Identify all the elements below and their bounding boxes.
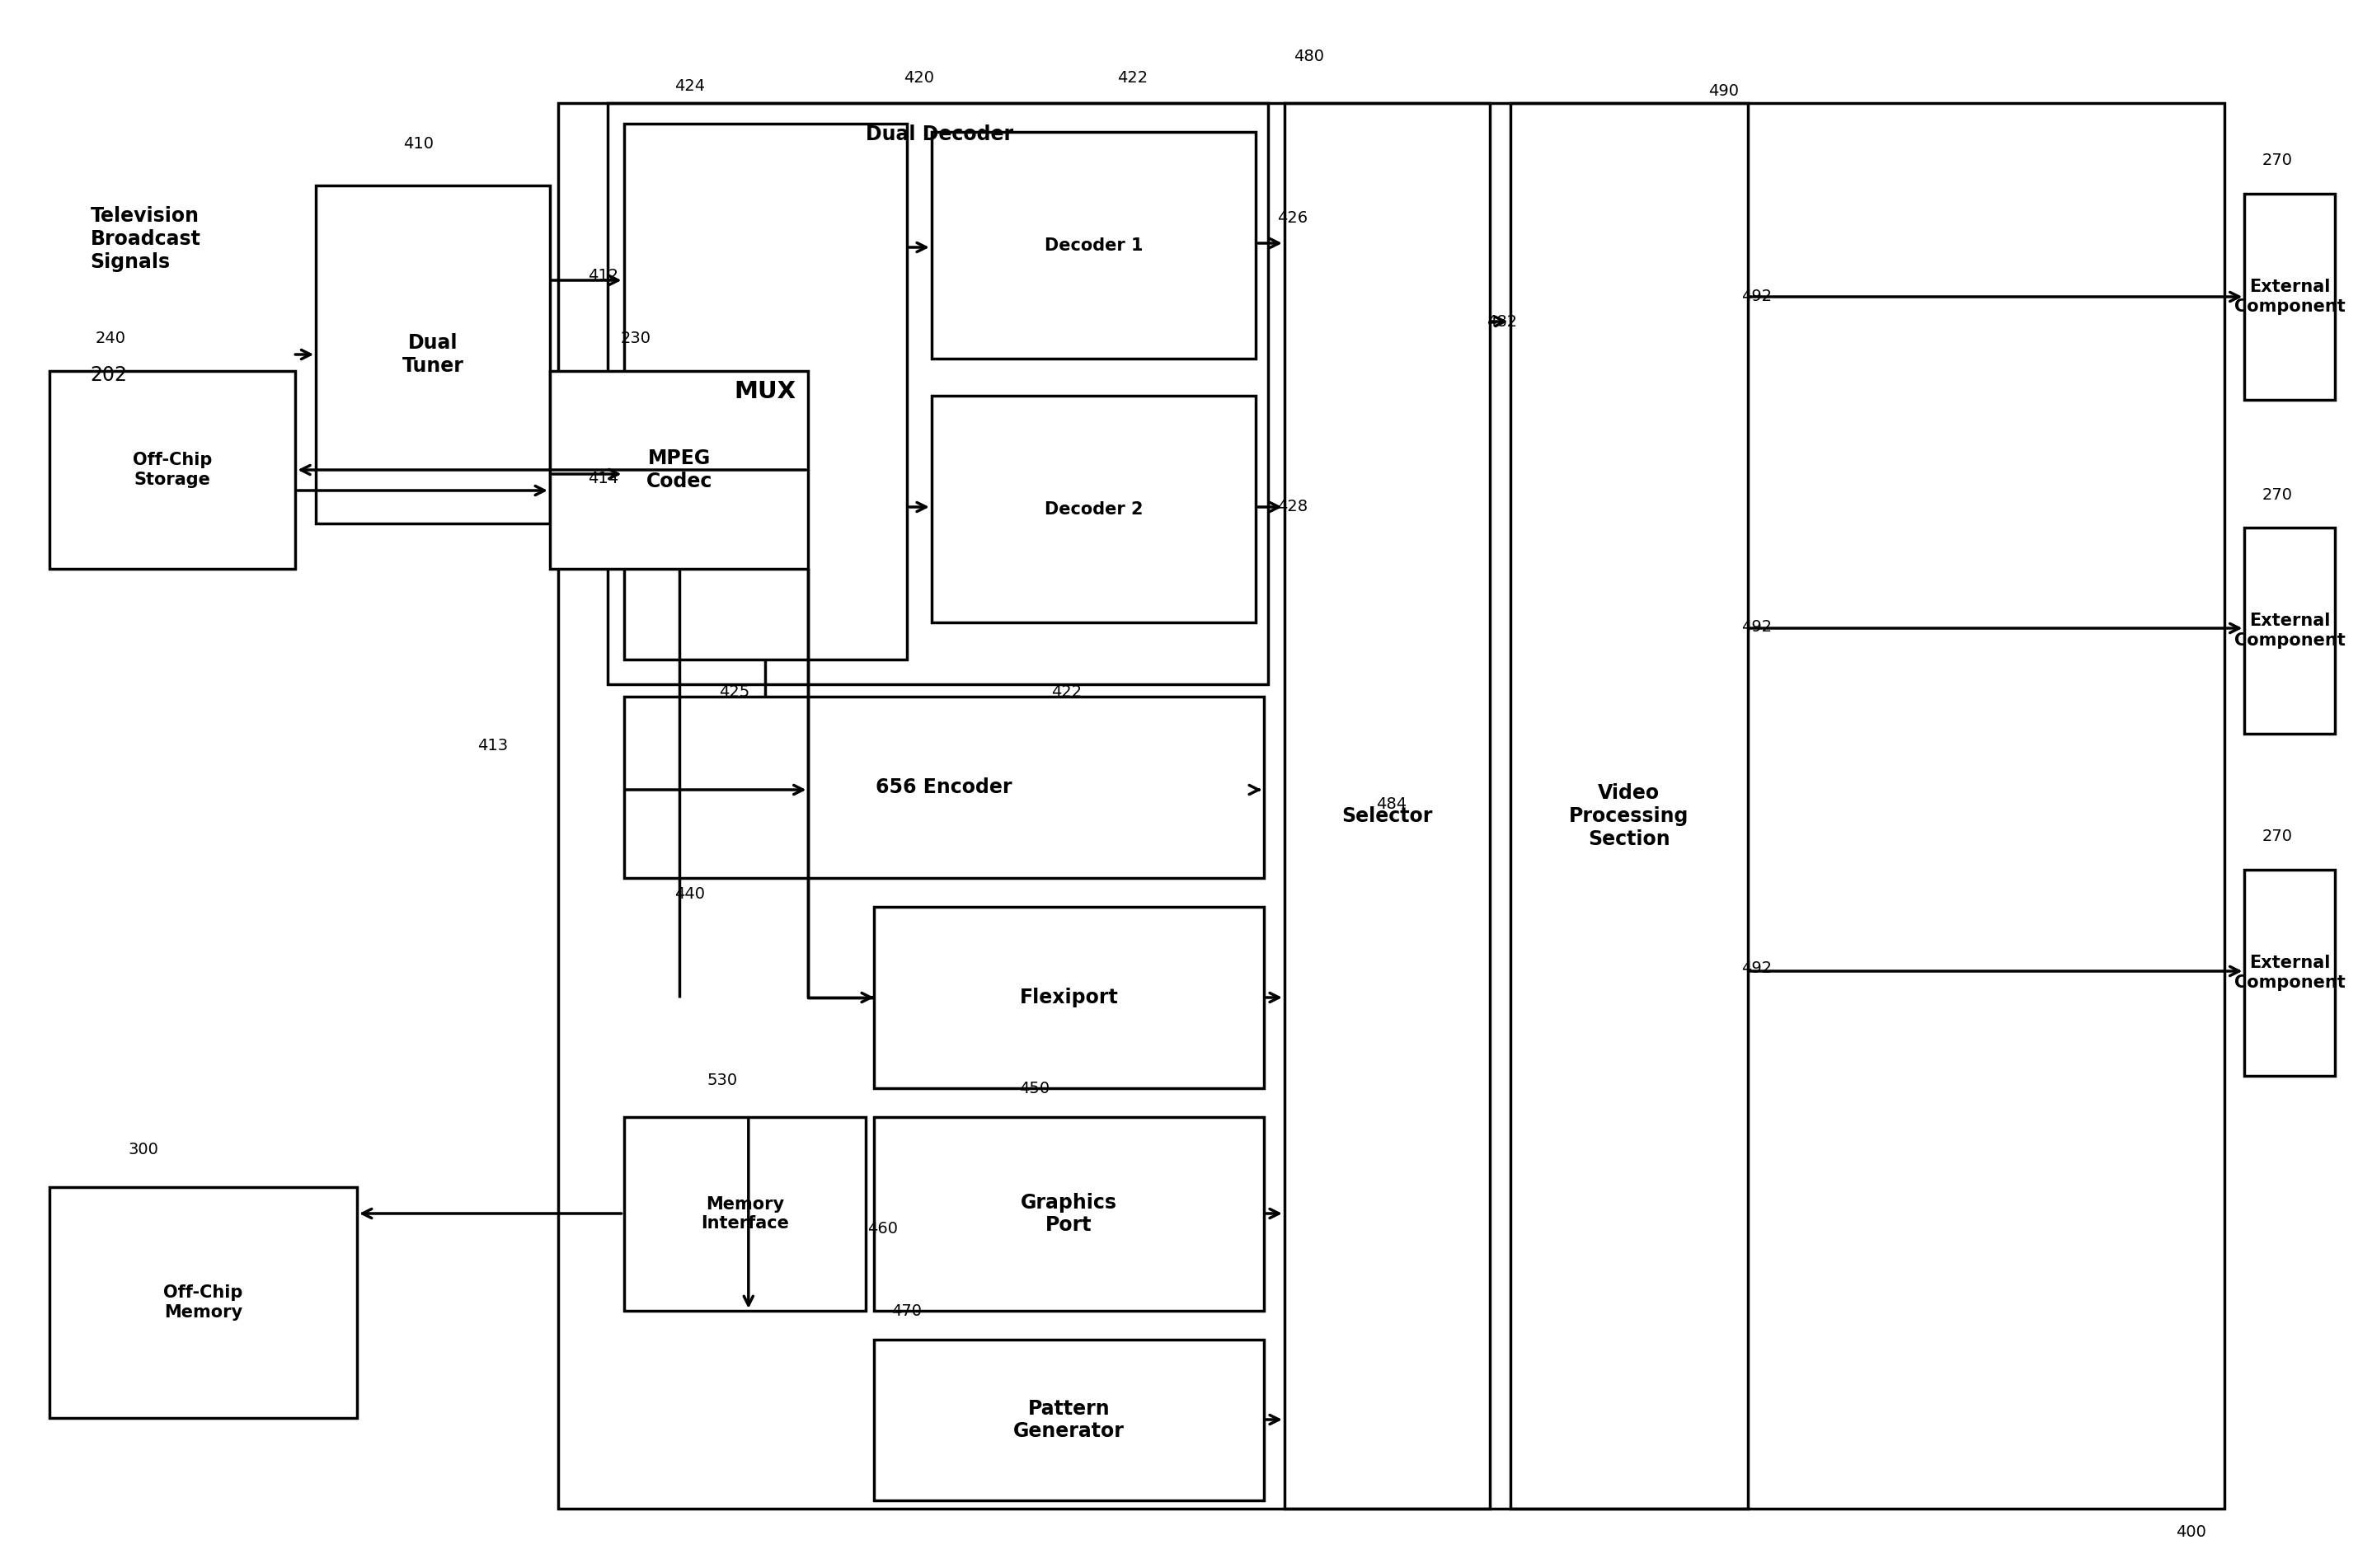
Text: 530: 530 <box>707 1073 738 1088</box>
Text: 413: 413 <box>476 739 507 754</box>
Text: 490: 490 <box>1707 83 1738 99</box>
Text: MPEG
Codec: MPEG Codec <box>646 448 712 491</box>
Text: 420: 420 <box>903 71 934 86</box>
Text: External
Component: External Component <box>2233 613 2346 649</box>
Bar <box>1285 103 1490 1508</box>
Bar <box>931 395 1257 622</box>
Text: Dual Decoder: Dual Decoder <box>865 124 1014 144</box>
Text: Off-Chip
Storage: Off-Chip Storage <box>132 452 212 488</box>
Bar <box>625 1116 865 1311</box>
Bar <box>50 372 295 569</box>
Text: External
Component: External Component <box>2233 955 2346 991</box>
Bar <box>875 1339 1264 1501</box>
Text: 412: 412 <box>587 268 618 284</box>
Text: 414: 414 <box>587 470 618 486</box>
Text: 492: 492 <box>1740 961 1771 977</box>
Text: 300: 300 <box>127 1142 158 1157</box>
Text: Pattern
Generator: Pattern Generator <box>1014 1399 1125 1441</box>
Text: Graphics
Port: Graphics Port <box>1021 1193 1118 1236</box>
Text: 428: 428 <box>1278 499 1309 514</box>
Bar <box>608 103 1269 684</box>
Text: Dual
Tuner: Dual Tuner <box>403 332 465 376</box>
Text: 426: 426 <box>1278 210 1309 226</box>
Text: Memory
Interface: Memory Interface <box>700 1196 790 1232</box>
Text: MUX: MUX <box>733 379 797 403</box>
Text: Decoder 1: Decoder 1 <box>1045 237 1144 254</box>
Text: Video
Processing
Section: Video Processing Section <box>1568 784 1688 848</box>
Bar <box>625 696 1264 878</box>
Text: 202: 202 <box>90 365 127 386</box>
Bar <box>625 124 908 660</box>
Bar <box>931 132 1257 359</box>
Text: 470: 470 <box>891 1303 922 1319</box>
Text: 240: 240 <box>97 331 125 347</box>
Text: 230: 230 <box>620 331 651 347</box>
Bar <box>2245 870 2334 1076</box>
Text: 410: 410 <box>403 136 434 152</box>
Text: Off-Chip
Memory: Off-Chip Memory <box>163 1284 243 1320</box>
Bar <box>875 906 1264 1088</box>
Text: Selector: Selector <box>1342 806 1431 826</box>
Text: 450: 450 <box>1019 1080 1049 1096</box>
Text: Flexiport: Flexiport <box>1019 988 1118 1007</box>
Bar <box>50 1187 356 1417</box>
Text: 424: 424 <box>674 78 705 94</box>
Text: 460: 460 <box>868 1220 898 1236</box>
Bar <box>875 1116 1264 1311</box>
Text: 480: 480 <box>1295 49 1325 64</box>
Text: 270: 270 <box>2261 486 2292 502</box>
Text: 270: 270 <box>2261 154 2292 169</box>
Text: 440: 440 <box>674 886 705 902</box>
Bar <box>559 103 2224 1508</box>
Bar <box>2245 194 2334 400</box>
Text: 422: 422 <box>1052 685 1082 701</box>
Text: 492: 492 <box>1740 619 1771 635</box>
Text: Decoder 2: Decoder 2 <box>1045 500 1144 517</box>
Bar <box>1509 103 1747 1508</box>
Text: 400: 400 <box>2176 1524 2207 1540</box>
Text: Television
Broadcast
Signals: Television Broadcast Signals <box>90 207 200 271</box>
Text: 422: 422 <box>1118 71 1148 86</box>
Text: 270: 270 <box>2261 829 2292 845</box>
Text: 492: 492 <box>1740 289 1771 304</box>
Text: 484: 484 <box>1375 797 1405 812</box>
Text: 482: 482 <box>1486 314 1516 329</box>
Text: External
Component: External Component <box>2233 279 2346 315</box>
Bar <box>549 372 809 569</box>
Bar <box>2245 527 2334 734</box>
Bar <box>316 185 549 524</box>
Text: 656 Encoder: 656 Encoder <box>875 778 1012 797</box>
Text: 425: 425 <box>719 685 750 701</box>
